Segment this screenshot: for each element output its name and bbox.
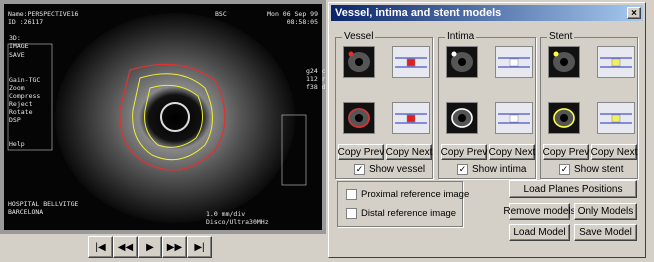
action-button[interactable]: Save Model	[574, 224, 637, 241]
last-button[interactable]: ▶|	[187, 236, 212, 258]
thumbnail[interactable]	[446, 46, 478, 78]
overlay-text: Mon 06 Sep 99	[267, 10, 318, 18]
group-label: Intima	[445, 31, 476, 42]
overlay-text: Help	[9, 140, 25, 148]
overlay-text: SAVE	[9, 51, 25, 59]
close-button[interactable]: ×	[627, 7, 641, 19]
dialog: Vessel, intima and stent models × Vessel…	[328, 2, 646, 258]
thumbnail[interactable]	[597, 46, 635, 78]
overlay-text: 112 rd	[306, 75, 326, 83]
checkbox[interactable]: ✓ Show intima	[457, 164, 526, 175]
overlay-text: f38 d1	[306, 83, 326, 91]
checkbox-label: Show intima	[472, 164, 526, 175]
overlay-text: Name:PERSPECTIVE16	[8, 10, 79, 18]
thumbnail[interactable]	[446, 102, 478, 134]
checkbox-box[interactable]: ✓	[354, 164, 365, 175]
overlay-text: DSP	[9, 116, 21, 124]
checkbox[interactable]: ✓ Show stent	[559, 164, 623, 175]
overlay-text: Disco/Ultra30MHz	[206, 218, 269, 226]
action-button[interactable]: Only Models	[574, 203, 637, 220]
action-button[interactable]: Load Model	[509, 224, 570, 241]
thumbnail[interactable]	[597, 102, 635, 134]
overlay-text: 3D:	[9, 34, 21, 42]
checkbox[interactable]: ✓ Show vessel	[354, 164, 425, 175]
checkbox[interactable]: Distal reference image	[346, 208, 456, 219]
overlay-text: IMAGE	[9, 42, 29, 50]
overlay-text: HOSPITAL BELLVITGE	[8, 200, 79, 208]
checkbox-box[interactable]	[346, 189, 357, 200]
checkbox-label: Distal reference image	[361, 208, 456, 219]
checkbox-box[interactable]	[346, 208, 357, 219]
first-button[interactable]: |◀	[88, 236, 113, 258]
overlay-text: Zoom	[9, 84, 25, 92]
copy-next-button[interactable]: Copy Next	[489, 144, 535, 160]
next-button[interactable]: ▶▶	[162, 236, 187, 258]
group-label: Vessel	[342, 31, 375, 42]
checkbox-label: Show vessel	[369, 164, 425, 175]
copy-prev-button[interactable]: Copy Prev	[543, 144, 589, 160]
thumbnail[interactable]	[495, 102, 533, 134]
checkbox-label: Show stent	[574, 164, 623, 175]
overlay-text: ID :26117	[8, 18, 43, 26]
checkbox[interactable]: Proximal reference image	[346, 189, 469, 200]
checkbox-box[interactable]: ✓	[559, 164, 570, 175]
dialog-title: Vessel, intima and stent models	[335, 7, 501, 19]
overlay-text: Compress	[9, 92, 40, 100]
thumbnail[interactable]	[392, 46, 430, 78]
play-button[interactable]: ▶	[138, 236, 162, 258]
overlay-text: BARCELONA	[8, 208, 43, 216]
copy-prev-button[interactable]: Copy Prev	[441, 144, 487, 160]
overlay-text: 08:58:05	[287, 18, 318, 26]
overlay-text: g24 c1	[306, 67, 326, 75]
overlay-text: Gain-TGC	[9, 76, 40, 84]
action-button[interactable]: Load Planes Positions	[509, 180, 637, 198]
copy-prev-button[interactable]: Copy Prev	[338, 144, 384, 160]
action-button[interactable]: Remove models	[509, 203, 570, 220]
copy-next-button[interactable]: Copy Next	[591, 144, 637, 160]
thumbnail[interactable]	[548, 46, 580, 78]
overlay-text: BSC	[215, 10, 227, 18]
navigation: |◀ ◀◀ ▶ ▶▶ ▶|	[88, 236, 212, 258]
checkbox-box[interactable]: ✓	[457, 164, 468, 175]
overlay-text: Rotate	[9, 108, 33, 116]
title-bar: Vessel, intima and stent models ×	[331, 5, 643, 21]
overlay-text: Reject	[9, 100, 33, 108]
thumbnail[interactable]	[392, 102, 430, 134]
thumbnail[interactable]	[495, 46, 533, 78]
prev-button[interactable]: ◀◀	[113, 236, 138, 258]
thumbnail[interactable]	[343, 102, 375, 134]
checkbox-label: Proximal reference image	[361, 189, 469, 200]
thumbnail[interactable]	[548, 102, 580, 134]
copy-next-button[interactable]: Copy Next	[386, 144, 432, 160]
screen: {"image":{"header_left":["Name:PERSPECTI…	[0, 0, 654, 262]
group-label: Stent	[547, 31, 574, 42]
thumbnail[interactable]	[343, 46, 375, 78]
overlay-text: 1.0 mm/div	[206, 210, 245, 218]
